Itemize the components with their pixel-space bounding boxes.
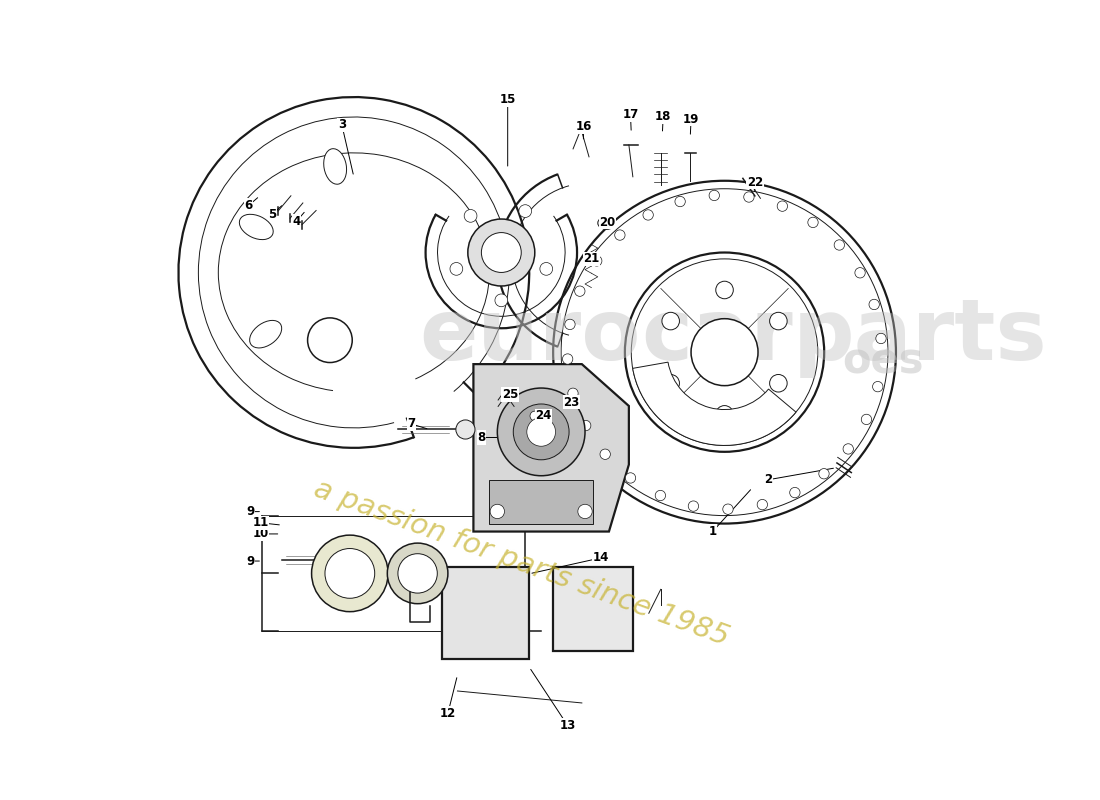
Ellipse shape <box>240 214 273 240</box>
Circle shape <box>574 286 585 296</box>
Text: 1: 1 <box>708 525 716 538</box>
Text: 11: 11 <box>252 516 268 530</box>
Circle shape <box>723 504 733 514</box>
Text: 20: 20 <box>600 216 616 229</box>
Text: 15: 15 <box>499 93 516 106</box>
Circle shape <box>468 219 535 286</box>
Text: 19: 19 <box>683 113 700 126</box>
Circle shape <box>562 354 573 364</box>
Circle shape <box>482 233 521 273</box>
Circle shape <box>540 262 552 275</box>
Circle shape <box>455 420 475 439</box>
Circle shape <box>691 318 758 386</box>
Circle shape <box>790 487 800 498</box>
Circle shape <box>324 549 375 598</box>
Text: 2: 2 <box>764 474 772 486</box>
Circle shape <box>872 382 883 392</box>
Ellipse shape <box>597 217 615 230</box>
Bar <box>490 480 593 523</box>
Text: 21: 21 <box>583 252 600 266</box>
Circle shape <box>757 499 768 510</box>
Circle shape <box>496 253 513 269</box>
Circle shape <box>519 205 531 218</box>
Circle shape <box>644 210 653 220</box>
Circle shape <box>578 504 592 518</box>
Text: 22: 22 <box>747 176 763 189</box>
Circle shape <box>308 318 352 362</box>
Text: 9: 9 <box>246 554 254 567</box>
Text: 25: 25 <box>502 388 518 401</box>
Circle shape <box>450 262 463 275</box>
Text: a passion for parts since 1985: a passion for parts since 1985 <box>310 475 733 652</box>
Text: oes: oes <box>843 340 924 382</box>
Circle shape <box>581 420 591 430</box>
Circle shape <box>527 418 556 446</box>
Circle shape <box>834 240 845 250</box>
Circle shape <box>744 192 755 202</box>
Circle shape <box>497 388 585 476</box>
Text: 13: 13 <box>560 718 575 732</box>
Text: 5: 5 <box>268 208 276 221</box>
Circle shape <box>311 535 388 612</box>
Circle shape <box>564 319 575 330</box>
Circle shape <box>656 490 666 501</box>
Polygon shape <box>473 364 629 531</box>
Text: 18: 18 <box>654 110 671 123</box>
Text: 17: 17 <box>623 108 639 121</box>
Bar <box>553 567 632 651</box>
Text: euro: euro <box>419 294 641 378</box>
Ellipse shape <box>250 321 282 348</box>
Text: 3: 3 <box>338 118 345 131</box>
Text: 4: 4 <box>293 215 300 228</box>
Text: 12: 12 <box>440 707 456 720</box>
Circle shape <box>530 411 540 421</box>
Circle shape <box>818 469 829 479</box>
Circle shape <box>876 334 887 344</box>
Circle shape <box>716 282 734 298</box>
Circle shape <box>662 374 680 392</box>
Text: car: car <box>641 294 793 378</box>
Circle shape <box>491 504 505 518</box>
Circle shape <box>710 190 719 201</box>
Circle shape <box>843 444 854 454</box>
Circle shape <box>689 501 698 511</box>
Circle shape <box>716 406 734 423</box>
Circle shape <box>778 201 788 211</box>
Circle shape <box>398 554 438 593</box>
Text: 16: 16 <box>575 120 592 133</box>
Circle shape <box>662 312 680 330</box>
Text: 8: 8 <box>477 431 485 444</box>
Circle shape <box>770 374 788 392</box>
Text: parts: parts <box>792 294 1047 378</box>
Bar <box>441 567 529 659</box>
Circle shape <box>514 404 569 460</box>
Circle shape <box>600 449 610 459</box>
Circle shape <box>568 388 579 398</box>
Circle shape <box>615 230 625 240</box>
Circle shape <box>861 414 871 425</box>
Circle shape <box>526 407 543 425</box>
Text: 7: 7 <box>407 418 416 430</box>
Text: 14: 14 <box>593 551 609 564</box>
Circle shape <box>464 210 477 222</box>
Circle shape <box>592 256 602 266</box>
Circle shape <box>807 218 818 227</box>
Circle shape <box>387 543 448 604</box>
Circle shape <box>675 196 685 206</box>
Circle shape <box>855 268 866 278</box>
Text: 9: 9 <box>246 505 254 518</box>
Circle shape <box>495 294 508 306</box>
Circle shape <box>625 473 636 483</box>
Text: 23: 23 <box>563 396 580 409</box>
Wedge shape <box>632 362 796 446</box>
Text: 24: 24 <box>536 410 552 422</box>
Text: 10: 10 <box>252 527 268 541</box>
Circle shape <box>770 312 788 330</box>
Circle shape <box>869 299 879 310</box>
Text: 6: 6 <box>244 199 253 212</box>
Ellipse shape <box>323 149 346 184</box>
